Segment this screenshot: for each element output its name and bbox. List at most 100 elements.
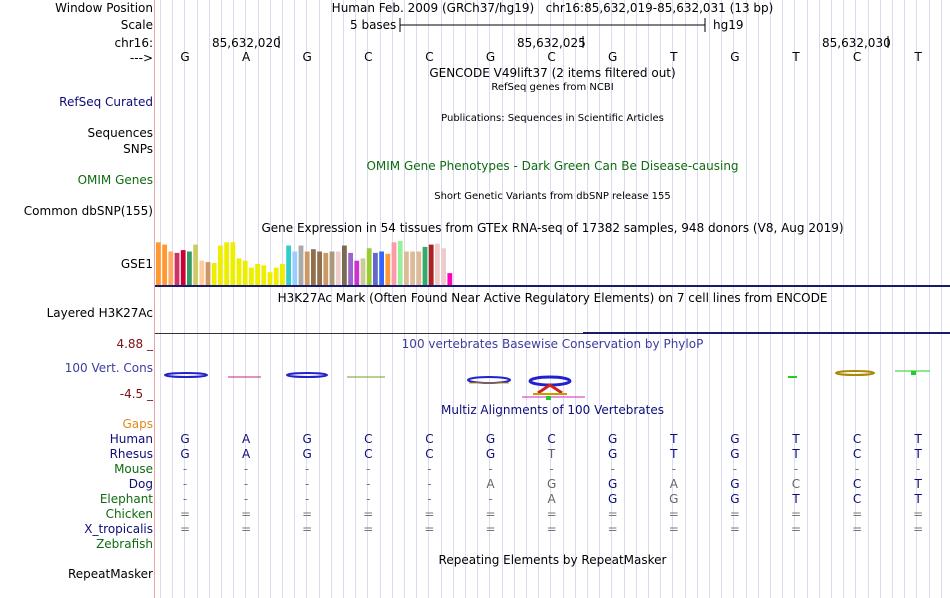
reference-base: G bbox=[180, 50, 190, 64]
window-position-value[interactable]: Human Feb. 2009 (GRCh37/hg19) chr16:85,6… bbox=[331, 1, 774, 15]
gtex-bar bbox=[428, 244, 434, 286]
aligned-base: - bbox=[182, 492, 188, 506]
reference-base: A bbox=[241, 50, 251, 64]
gtex-track-label[interactable]: GSE1 bbox=[120, 257, 153, 271]
multiz-track-title: Multiz Alignments of 100 Vertebrates bbox=[440, 403, 665, 417]
reference-base: T bbox=[792, 50, 800, 64]
h3k27ac-signal bbox=[583, 332, 950, 334]
aligned-base: A bbox=[669, 477, 678, 491]
species-label: Human bbox=[109, 432, 153, 446]
cons-track-label[interactable]: 100 Vert. Cons bbox=[64, 361, 153, 375]
reference-base: G bbox=[608, 50, 618, 64]
gtex-bar bbox=[323, 252, 329, 286]
aligned-base: G bbox=[608, 447, 618, 461]
strand-arrow-label: ---> bbox=[129, 51, 153, 65]
gtex-bar bbox=[335, 251, 341, 286]
aligned-base: T bbox=[670, 447, 678, 461]
aligned-base: G bbox=[730, 432, 740, 446]
gtex-expression-bars[interactable] bbox=[155, 236, 555, 286]
aligned-base: - bbox=[305, 492, 310, 506]
aligned-base: = bbox=[363, 507, 374, 521]
aligned-base: - bbox=[610, 462, 615, 476]
gtex-bar bbox=[156, 242, 161, 286]
reference-base: C bbox=[425, 50, 434, 64]
aligned-base: = bbox=[913, 522, 924, 536]
aligned-base: = bbox=[668, 507, 679, 521]
aligned-base: - bbox=[916, 462, 921, 476]
reference-base: G bbox=[730, 50, 740, 64]
aligned-base: C bbox=[425, 432, 434, 446]
h3k27ac-signal-baseline bbox=[155, 333, 950, 334]
cons-mark bbox=[835, 370, 875, 376]
aligned-base: A bbox=[241, 432, 251, 446]
gtex-bar bbox=[416, 251, 422, 286]
gtex-bar bbox=[242, 260, 248, 286]
aligned-base: = bbox=[668, 522, 679, 536]
aligned-base: G bbox=[730, 477, 740, 491]
gtex-baseline bbox=[155, 285, 950, 287]
aligned-base: = bbox=[790, 507, 802, 521]
cons-track-title: 100 vertebrates Basewise Conservation by… bbox=[401, 337, 704, 351]
aligned-base: = bbox=[179, 522, 191, 536]
repeatmasker-track-label[interactable]: RepeatMasker bbox=[67, 567, 153, 581]
gtex-bar bbox=[280, 263, 285, 286]
window-position-label: Window Position bbox=[55, 1, 153, 15]
aligned-base: = bbox=[852, 522, 863, 536]
omim-track-title: OMIM Gene Phenotypes - Dark Green Can Be… bbox=[366, 159, 739, 173]
conservation-logo bbox=[164, 370, 930, 400]
snps-track-label[interactable]: SNPs bbox=[123, 142, 153, 156]
scale-label: Scale bbox=[120, 18, 153, 32]
gtex-bar bbox=[211, 263, 217, 286]
gtex-bar bbox=[224, 242, 229, 286]
reference-base: C bbox=[364, 50, 373, 64]
aligned-base: C bbox=[791, 477, 801, 491]
aligned-base: T bbox=[914, 477, 922, 491]
h3k27ac-track-label[interactable]: Layered H3K27Ac bbox=[46, 306, 153, 320]
aligned-base: T bbox=[792, 447, 800, 461]
cons-mark bbox=[286, 372, 328, 378]
gtex-bar bbox=[199, 260, 205, 286]
refseq-track-label[interactable]: RefSeq Curated bbox=[59, 95, 153, 109]
gencode-track-title[interactable]: GENCODE V49lift37 (2 items filtered out) bbox=[429, 66, 676, 80]
aligned-base: T bbox=[670, 432, 678, 446]
scale-assembly: hg19 bbox=[713, 18, 744, 32]
gtex-bar bbox=[410, 251, 415, 286]
aligned-base: G bbox=[608, 432, 618, 446]
aligned-base: G bbox=[180, 447, 190, 461]
aligned-base: = bbox=[302, 507, 313, 521]
cons-mark bbox=[546, 396, 551, 400]
gtex-bar bbox=[273, 267, 279, 286]
aligned-base: C bbox=[364, 447, 373, 461]
gaps-label: Gaps bbox=[122, 417, 153, 431]
omim-track-label[interactable]: OMIM Genes bbox=[77, 173, 153, 187]
chrom-label: chr16: bbox=[114, 36, 153, 50]
gtex-bar bbox=[193, 244, 198, 286]
gtex-bar bbox=[261, 265, 267, 286]
gtex-bar bbox=[298, 245, 304, 286]
aligned-base: - bbox=[366, 492, 371, 506]
gtex-bar bbox=[218, 245, 223, 286]
gtex-bar bbox=[379, 251, 384, 286]
gtex-bar bbox=[168, 251, 174, 286]
gtex-bar bbox=[267, 272, 273, 286]
gtex-bar bbox=[422, 246, 428, 286]
aligned-base: = bbox=[913, 507, 924, 521]
reference-base: T bbox=[670, 50, 678, 64]
aligned-base: T bbox=[792, 432, 800, 446]
sequences-track-label[interactable]: Sequences bbox=[87, 126, 153, 140]
gtex-bar bbox=[187, 251, 192, 286]
gtex-bar bbox=[435, 243, 440, 286]
reference-base: G bbox=[302, 50, 312, 64]
aligned-base: A bbox=[241, 447, 251, 461]
cons-min-label: -4.5 _ bbox=[119, 387, 153, 401]
gtex-bar bbox=[255, 263, 260, 286]
species-label: Dog bbox=[128, 477, 153, 491]
aligned-base: - bbox=[793, 462, 799, 476]
species-label: Rhesus bbox=[109, 447, 153, 461]
aligned-base: = bbox=[424, 507, 435, 521]
aligned-base: T bbox=[914, 492, 922, 506]
refseq-track-subtitle: RefSeq genes from NCBI bbox=[491, 82, 614, 93]
dbsnp-track-label[interactable]: Common dbSNP(155) bbox=[23, 204, 153, 218]
aligned-base: G bbox=[730, 447, 740, 461]
cons-mark bbox=[164, 372, 208, 378]
